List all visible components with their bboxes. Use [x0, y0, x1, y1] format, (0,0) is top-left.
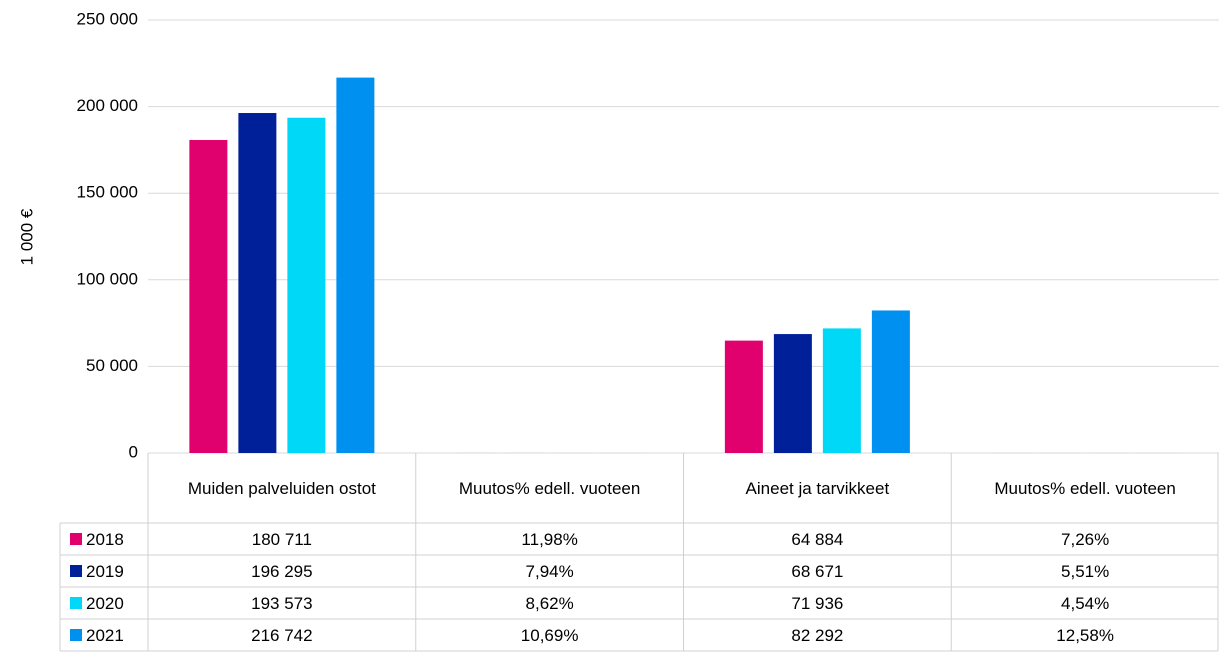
y-tick-label: 150 000 [77, 183, 138, 202]
y-tick-label: 200 000 [77, 96, 138, 115]
category-label: Muutos% edell. vuoteen [458, 478, 641, 498]
legend-swatch [70, 565, 82, 577]
data-table-value: 193 573 [251, 593, 313, 613]
bar [287, 117, 326, 453]
data-table-value: 8,62% [525, 593, 574, 613]
bar [822, 328, 861, 453]
legend-swatch [70, 533, 82, 545]
bar [724, 340, 763, 453]
bar [871, 310, 910, 453]
bar [238, 113, 277, 453]
y-axis-label: 1 000 € [17, 208, 36, 265]
category-label: Muutos% edell. vuoteen [994, 478, 1176, 498]
legend-label: 2019 [86, 561, 124, 581]
data-table-value: 71 936 [791, 593, 844, 613]
bar [773, 334, 812, 453]
y-tick-label: 250 000 [77, 9, 138, 28]
legend-swatch [70, 597, 82, 609]
category-label: Aineet ja tarvikkeet [745, 478, 890, 498]
data-table-value: 12,58% [1056, 625, 1114, 645]
data-table-value: 64 884 [791, 529, 844, 549]
category-label: Muiden palveluiden ostot [187, 478, 376, 498]
bar [189, 140, 228, 453]
data-table-value: 4,54% [1061, 593, 1110, 613]
y-tick-label: 50 000 [86, 356, 138, 375]
legend-label: 2020 [86, 593, 124, 613]
bar [336, 77, 375, 454]
legend-swatch [70, 629, 82, 641]
legend-label: 2018 [86, 529, 124, 549]
data-table-value: 5,51% [1061, 561, 1110, 581]
data-table-value: 11,98% [521, 529, 578, 549]
y-tick-label: 100 000 [77, 269, 138, 288]
data-table-value: 82 292 [791, 625, 844, 645]
data-table-value: 7,94% [525, 561, 574, 581]
legend-label: 2021 [86, 625, 124, 645]
data-table-value: 7,26% [1061, 529, 1110, 549]
y-tick-label: 0 [129, 442, 138, 461]
data-table-value: 68 671 [791, 561, 844, 581]
data-table-value: 10,69% [520, 625, 579, 645]
data-table-value: 196 295 [251, 561, 313, 581]
data-table-value: 216 742 [251, 625, 313, 645]
data-table-value: 180 711 [251, 529, 312, 549]
